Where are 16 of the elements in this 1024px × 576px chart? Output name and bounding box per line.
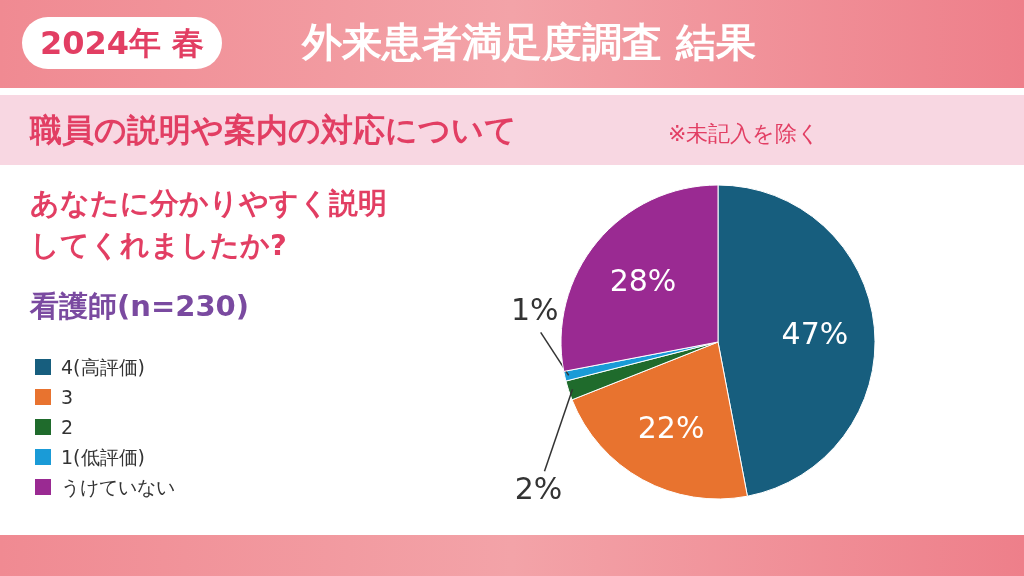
text: あなたに分かりやすく説明してくれましたか? <box>30 185 388 264</box>
legend-label: 3 <box>61 385 74 409</box>
data-label: 28% <box>609 262 677 298</box>
text: ※未記入を除く <box>668 120 821 148</box>
chart-subtitle: 職員の説明や案内の対応について <box>30 110 517 151</box>
legend-label: 4(高評価) <box>61 355 145 379</box>
data-label: 22% <box>637 410 705 446</box>
text: 2024年 春 <box>22 17 223 69</box>
legend-label: うけていない <box>61 475 175 499</box>
data-label: 2% <box>514 471 563 507</box>
data-label: 1% <box>510 292 559 328</box>
data-label: 47% <box>781 315 849 351</box>
legend-label: 2 <box>61 415 74 439</box>
chart-title: 外来患者満足度調査 結果 <box>302 18 756 67</box>
legend-label: 1(低評価) <box>61 445 145 469</box>
text: 看護師(n=230) <box>30 288 249 325</box>
